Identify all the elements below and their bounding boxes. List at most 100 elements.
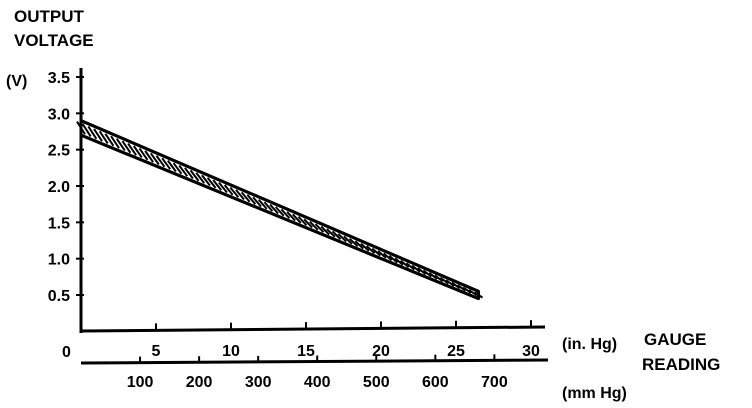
x-axis-mmhg-unit: (mm Hg) <box>562 385 627 402</box>
y-tick-label: 0.5 <box>48 288 70 305</box>
series-band-hatch <box>394 257 404 266</box>
x-inhg-tick-label: 15 <box>297 343 315 360</box>
series-band-hatch <box>127 142 137 156</box>
series-band-hatch <box>87 125 98 140</box>
series-band-hatch <box>93 128 103 142</box>
series-band-hatch <box>422 269 433 278</box>
series-band-hatch <box>314 223 325 233</box>
series-band-hatch <box>212 179 223 191</box>
x-inhg-tick-label: 10 <box>222 343 240 360</box>
x-inhg-tick-label: 5 <box>152 343 161 360</box>
x-axis-mmhg-ticks: 100 200 300 400 500 600 700 <box>127 354 508 391</box>
series-band-hatch <box>104 133 115 147</box>
series-band-hatch <box>121 140 132 154</box>
series-band-hatch <box>167 160 177 173</box>
x-axis-inhg-line <box>80 325 546 333</box>
x-axis-inhg-ticks: 5 10 15 20 25 30 <box>152 320 540 360</box>
series-band-hatch <box>434 274 444 283</box>
series-band-hatch <box>428 272 438 280</box>
series-band-hatch <box>468 289 478 297</box>
y-axis-title-line-1: OUTPUT <box>14 7 85 26</box>
series-band-hatch <box>81 123 92 138</box>
series-band-hatch <box>263 201 274 212</box>
series-band-hatch <box>240 191 251 203</box>
series-band-hatch <box>473 291 484 299</box>
y-tick-label: 2.0 <box>48 179 70 196</box>
series-band-hatch <box>286 211 296 222</box>
series-band-hatch <box>246 194 257 205</box>
series-band-hatch <box>138 147 149 161</box>
series-band-hatch <box>331 230 342 240</box>
series-band-hatch <box>144 150 154 163</box>
y-axis-ticks: 0.5 1.0 1.5 2.0 2.5 3.0 3.5 <box>48 70 84 305</box>
series-band-hatch <box>417 267 427 276</box>
series-band-hatch <box>132 145 143 159</box>
series-band-hatch <box>201 174 211 187</box>
series-band-hatch <box>320 225 330 236</box>
series-band-hatch <box>462 286 472 294</box>
x-mmhg-tick-label: 200 <box>186 374 213 391</box>
y-tick-label: 1.5 <box>48 215 70 232</box>
x-origin-label: 0 <box>62 344 71 361</box>
series-lower-line <box>80 133 480 301</box>
series-band-hatch <box>115 138 126 152</box>
series-band-hatch <box>377 250 387 259</box>
series-band-hatch <box>303 218 313 229</box>
y-tick-label: 3.0 <box>48 106 70 123</box>
series-band-hatch <box>184 167 194 180</box>
series-band-hatch <box>161 157 171 170</box>
series-band-hatch <box>292 213 302 224</box>
y-tick-label: 2.5 <box>48 143 70 160</box>
series-upper-line <box>80 119 480 293</box>
series-band-hatch <box>172 162 183 175</box>
x-axis-title-line-1: GAUGE <box>644 330 706 349</box>
y-axis-unit: (V) <box>6 73 27 90</box>
x-mmhg-tick-label: 500 <box>363 374 390 391</box>
series-band-hatch <box>150 152 160 166</box>
series-band-hatch <box>98 130 109 145</box>
series-band-hatch <box>178 164 189 177</box>
series-band-hatch <box>388 255 398 264</box>
y-tick-label: 3.5 <box>48 70 70 87</box>
x-inhg-tick-label: 25 <box>447 343 465 360</box>
series-band-hatch <box>218 181 228 194</box>
y-axis-title-line-2: VOLTAGE <box>14 31 94 50</box>
series-band-hatch <box>451 281 461 290</box>
series-band-hatch <box>195 172 206 184</box>
series-band-hatch <box>343 235 353 245</box>
series-band-hatch <box>405 262 415 271</box>
x-inhg-tick-label: 30 <box>522 343 540 360</box>
series-band-hatch <box>235 189 245 201</box>
x-inhg-tick-label: 20 <box>372 343 390 360</box>
series-band-hatch <box>337 233 347 243</box>
series-band-hatch <box>445 279 455 287</box>
series-band-hatch <box>275 206 285 217</box>
series-band-hatch <box>155 155 166 168</box>
y-tick-label: 1.0 <box>48 252 70 269</box>
series-band-hatch <box>206 177 217 189</box>
x-mmhg-tick-label: 100 <box>127 374 154 391</box>
series-band-hatch <box>297 216 308 226</box>
x-mmhg-tick-label: 600 <box>422 374 449 391</box>
series-band-hatch <box>456 284 467 292</box>
series-band-hatch <box>257 199 268 210</box>
series-band-hatch <box>229 186 240 198</box>
series-band-hatch <box>223 184 234 196</box>
x-mmhg-tick-label: 400 <box>304 374 331 391</box>
series-band-hatch <box>348 237 359 247</box>
x-mmhg-tick-label: 700 <box>481 374 508 391</box>
series-band-hatch <box>326 228 336 238</box>
series-band-hatch <box>382 252 393 262</box>
series-band-hatch <box>280 208 291 219</box>
series-band-hatch <box>411 264 421 273</box>
series-band-hatch <box>252 196 262 208</box>
series-band-hatch <box>110 135 120 149</box>
series-band-hatch <box>76 121 86 135</box>
series-group <box>76 119 484 301</box>
series-band-hatch <box>354 240 364 250</box>
series-band-hatch <box>365 245 376 254</box>
x-axis-inhg-unit: (in. Hg) <box>562 336 617 353</box>
series-band-hatch <box>371 247 381 257</box>
series-band-hatch <box>400 259 410 269</box>
